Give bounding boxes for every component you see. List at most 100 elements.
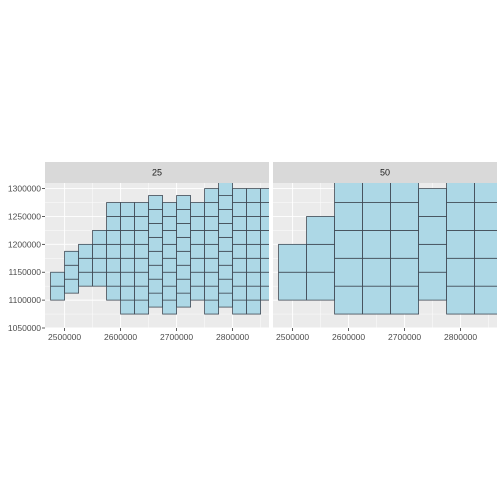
grid-cell [106, 216, 121, 231]
grid-cell [334, 202, 364, 231]
grid-cell [190, 230, 206, 245]
grid-cell [418, 243, 448, 273]
x-tick-label: 2800000 [216, 332, 249, 342]
grid-cell [92, 230, 107, 245]
grid-cell [246, 230, 262, 245]
grid-cell [246, 257, 262, 273]
grid-cell [218, 183, 234, 196]
grid-cell [120, 271, 135, 287]
x-tick-label: 2500000 [276, 332, 309, 342]
grid-cell [390, 202, 420, 231]
grid-cell [204, 216, 220, 231]
grid-cell [106, 285, 121, 301]
grid-cell [162, 299, 178, 315]
grid-cell [260, 285, 269, 301]
grid-cell [120, 202, 135, 217]
grid-cell [260, 216, 269, 231]
grid-cell [176, 278, 192, 294]
y-tick-label: 1050000 [8, 323, 41, 333]
grid-cell [474, 257, 497, 287]
x-tick-label: 2700000 [160, 332, 193, 342]
grid-cell [246, 271, 262, 287]
x-tick-label: 2600000 [332, 332, 365, 342]
grid-cell [246, 202, 262, 217]
grid-cell [232, 299, 248, 315]
grid-cell [362, 257, 392, 287]
grid-cell [120, 257, 135, 273]
grid-cell [190, 216, 206, 231]
panel-50: 50 2500000 2600000 2700000 2800000 [273, 162, 497, 342]
grid-cell [260, 202, 269, 217]
grid-cell [148, 250, 164, 266]
grid-cell [134, 257, 150, 273]
grid-cell [176, 236, 192, 252]
x-tick-label: 2500000 [48, 332, 81, 342]
grid-cell [50, 285, 65, 301]
grid-cell [390, 230, 420, 259]
grid-cell [134, 216, 150, 231]
grid-cell [260, 271, 269, 287]
grid-cell [176, 250, 192, 266]
x-tick-label: 2700000 [388, 332, 421, 342]
grid-cell [78, 257, 93, 273]
grid-cell [134, 271, 150, 287]
grid-cell [204, 243, 220, 259]
grid-cell [306, 216, 336, 245]
grid-cell [362, 285, 392, 315]
grid-cell [232, 271, 248, 287]
grid-cell [106, 230, 121, 245]
grid-cell [50, 271, 65, 287]
grid-cell [260, 230, 269, 245]
grid-cell [474, 230, 497, 259]
grid-cell [204, 285, 220, 301]
grid-cell [232, 188, 248, 203]
grid-cell [106, 243, 121, 259]
grid-cell [162, 285, 178, 301]
y-tick-label: 1250000 [8, 211, 41, 221]
grid-cells [50, 183, 269, 315]
grid-cell [446, 257, 476, 287]
grid-cell [278, 243, 308, 273]
grid-cell [334, 257, 364, 287]
grid-cell [64, 278, 79, 294]
grid-cell [204, 299, 220, 315]
grid-cell [474, 285, 497, 315]
grid-cell [92, 257, 107, 273]
y-tick-label: 1300000 [8, 184, 41, 194]
grid-cell [232, 216, 248, 231]
grid-cell [218, 209, 234, 224]
facet-strip-label: 50 [380, 168, 390, 178]
grid-cell [232, 257, 248, 273]
grid-cell [162, 257, 178, 273]
grid-cell [176, 292, 192, 308]
grid-cell [246, 299, 262, 315]
grid-cell [246, 285, 262, 301]
grid-cell [334, 230, 364, 259]
grid-cell [232, 285, 248, 301]
grid-cell [120, 216, 135, 231]
grid-cell [92, 243, 107, 259]
grid-cell [162, 202, 178, 217]
grid-cell [190, 257, 206, 273]
x-tick-label: 2600000 [104, 332, 137, 342]
grid-cell [218, 223, 234, 238]
grid-cell [334, 285, 364, 315]
grid-cell [246, 216, 262, 231]
grid-cell [92, 271, 107, 287]
grid-cell [120, 285, 135, 301]
grid-cell [106, 271, 121, 287]
grid-cell [148, 195, 164, 210]
grid-cell [306, 271, 336, 301]
grid-cell [176, 195, 192, 210]
grid-cell [218, 278, 234, 294]
grid-cell [148, 236, 164, 252]
grid-cell [218, 264, 234, 280]
y-tick-label: 1150000 [9, 267, 42, 277]
grid-cell [64, 264, 79, 280]
grid-cell [418, 216, 448, 245]
grid-cell [204, 188, 220, 203]
grid-cell [78, 271, 93, 287]
grid-cell [134, 230, 150, 245]
grid-cell [106, 202, 121, 217]
